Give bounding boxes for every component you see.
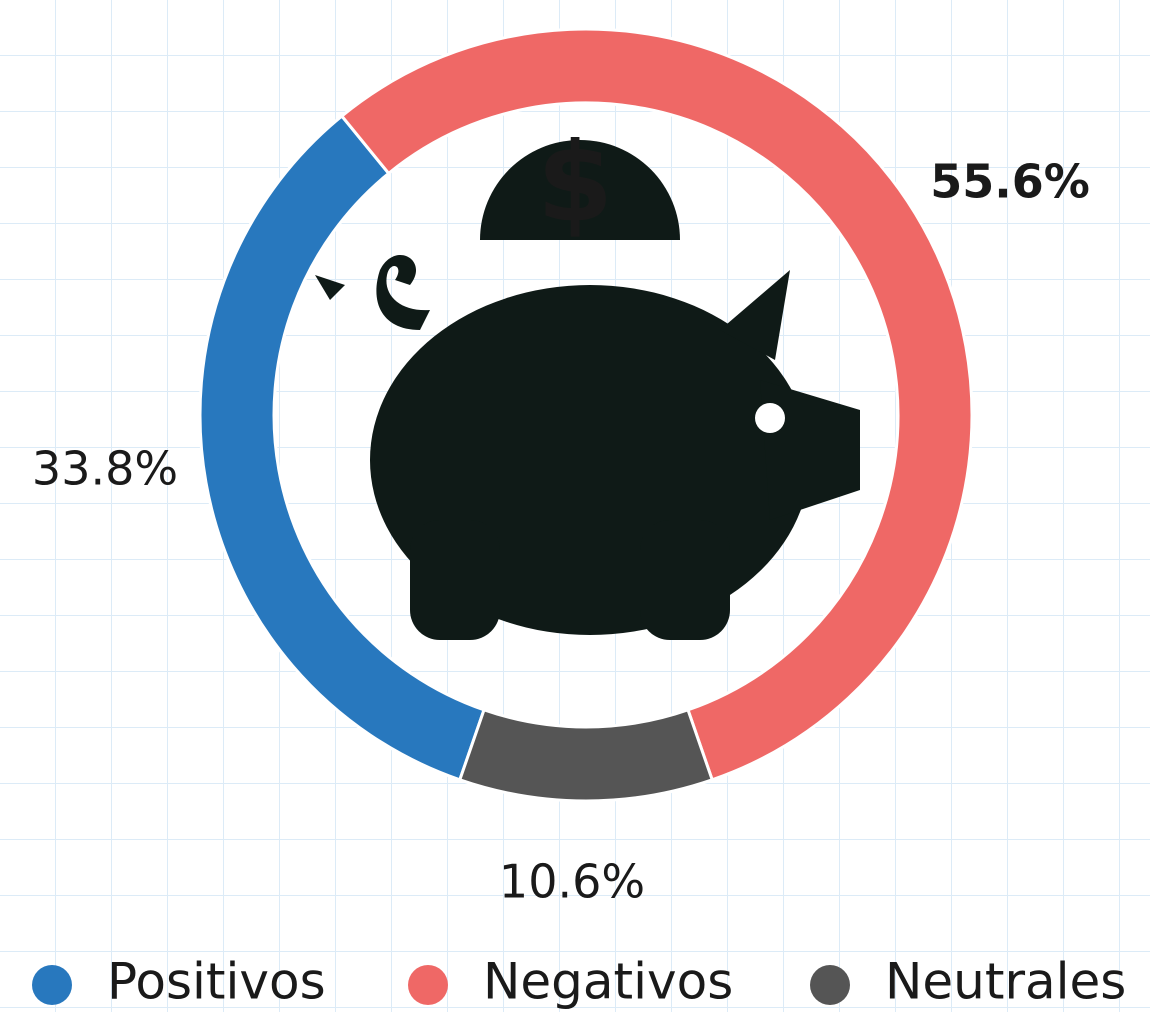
coin-symbol: $ (537, 118, 614, 246)
donut-segment (457, 707, 715, 803)
legend-marker (408, 965, 448, 1005)
legend-label: Positivos (107, 953, 326, 1011)
legend-label: Negativos (483, 953, 733, 1011)
donut-segment (198, 113, 486, 782)
data-label: 33.8% (32, 442, 178, 496)
piggy-icon (315, 140, 860, 640)
legend-marker (32, 965, 72, 1005)
data-label: 55.6% (930, 155, 1090, 209)
donut-segment (339, 27, 974, 782)
data-label: 10.6% (499, 855, 645, 909)
donut (198, 27, 974, 803)
pig-eye (755, 403, 785, 433)
legend-marker (810, 965, 850, 1005)
legend-label: Neutrales (885, 953, 1126, 1011)
